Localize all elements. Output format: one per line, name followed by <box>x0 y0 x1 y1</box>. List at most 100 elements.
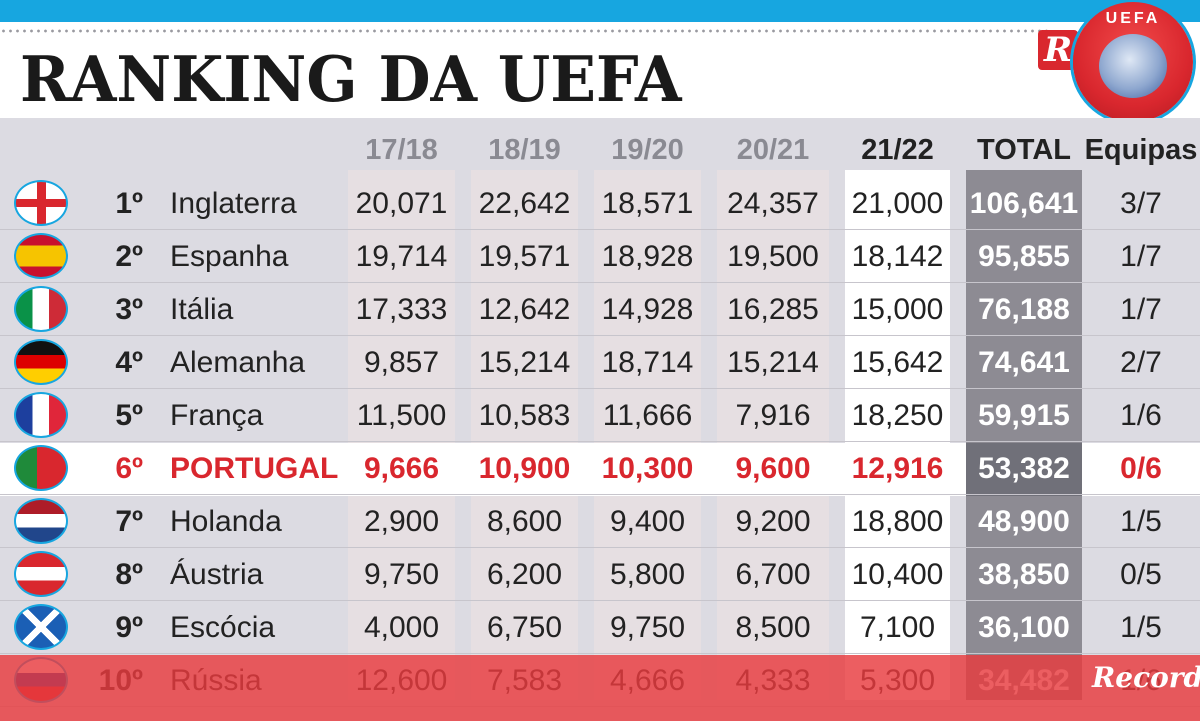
portugal-flag-icon <box>14 445 68 491</box>
column-band <box>348 170 455 700</box>
season-points-cell: 11,666 <box>602 399 693 432</box>
red-overlay-strip <box>0 655 1200 721</box>
total-cell: 38,850 <box>978 558 1070 591</box>
teams-cell: 1/7 <box>1120 293 1162 326</box>
season-points-cell: 12,916 <box>851 452 944 485</box>
season-points-cell: 17,333 <box>355 293 448 326</box>
season-points-cell: 6,200 <box>486 558 563 591</box>
table-row: 2º Espanha 19,714 19,571 18,928 19,500 18,142 9… <box>0 230 1200 283</box>
country-cell: Itália <box>170 293 234 326</box>
season-points-cell: 4,000 <box>363 611 440 644</box>
rank-cell: 9º <box>115 611 143 644</box>
table-row: 3º Itália 17,333 12,642 14,928 16,285 15,000 76… <box>0 283 1200 336</box>
page-title: RANKING DA UEFA <box>20 43 682 117</box>
column-band <box>845 170 950 700</box>
country-cell: Escócia <box>170 611 276 644</box>
rank-cell: 8º <box>115 558 143 591</box>
teams-cell: 0/5 <box>1120 558 1162 591</box>
season-points-cell: 21,000 <box>851 187 944 220</box>
season-points-cell: 9,750 <box>609 611 686 644</box>
teams-cell: 3/7 <box>1120 187 1162 220</box>
season-points-cell: 12,642 <box>478 293 571 326</box>
uefa-logo: UEFA <box>1073 2 1193 122</box>
total-cell: 76,188 <box>978 293 1070 326</box>
season-points-cell: 9,200 <box>735 505 811 538</box>
record-logo: Record <box>1092 661 1200 694</box>
teams-cell: 2/7 <box>1120 346 1162 379</box>
row-divider <box>0 441 1200 442</box>
season-points-cell: 18,928 <box>601 240 694 273</box>
season-points-cell: 18,714 <box>601 346 694 379</box>
row-divider <box>0 600 1200 601</box>
row-divider <box>0 494 1200 495</box>
total-cell: 106,641 <box>969 187 1079 220</box>
header-2122: 21/22 <box>861 134 934 166</box>
country-cell: Inglaterra <box>170 187 297 220</box>
season-points-cell: 14,928 <box>601 293 694 326</box>
row-divider <box>0 388 1200 389</box>
rank-cell: 7º <box>115 505 143 538</box>
rank-cell: 5º <box>115 399 143 432</box>
season-points-cell: 15,000 <box>851 293 944 326</box>
table-row: 9º Escócia 4,000 6,750 9,750 8,500 7,100 36,100… <box>0 601 1200 654</box>
season-points-cell: 2,900 <box>363 505 440 538</box>
column-band <box>594 170 701 700</box>
season-points-cell: 6,750 <box>486 611 563 644</box>
row-divider <box>0 229 1200 230</box>
season-points-cell: 7,100 <box>859 611 936 644</box>
season-points-cell: 5,800 <box>609 558 686 591</box>
table-row: 8º Áustria 9,750 6,200 5,800 6,700 10,400 38,85… <box>0 548 1200 601</box>
italy-flag-icon <box>14 286 68 332</box>
season-points-cell: 19,500 <box>727 240 819 273</box>
season-points-cell: 9,400 <box>609 505 686 538</box>
country-cell: Espanha <box>170 240 289 273</box>
column-band <box>471 170 578 700</box>
season-points-cell: 10,900 <box>478 452 571 485</box>
season-points-cell: 20,071 <box>355 187 448 220</box>
scotland-flag-icon <box>14 604 68 650</box>
season-points-cell: 16,285 <box>727 293 819 326</box>
rank-cell: 1º <box>115 187 143 220</box>
rank-cell: 6º <box>115 452 143 485</box>
season-points-cell: 8,600 <box>486 505 563 538</box>
portugal-total-highlight <box>966 443 1082 496</box>
column-band <box>717 170 829 700</box>
season-points-cell: 10,300 <box>601 452 694 485</box>
header-1819: 18/19 <box>488 134 561 166</box>
season-points-cell: 15,642 <box>851 346 944 379</box>
table-row: 5º França 11,500 10,583 11,666 7,916 18,250 59,… <box>0 389 1200 442</box>
season-points-cell: 10,400 <box>851 558 944 591</box>
row-divider <box>0 335 1200 336</box>
header-1920: 19/20 <box>611 134 684 166</box>
france-flag-icon <box>14 392 68 438</box>
total-cell: 95,855 <box>978 240 1070 273</box>
season-points-cell: 8,500 <box>735 611 811 644</box>
season-points-cell: 18,142 <box>851 240 944 273</box>
total-cell: 53,382 <box>978 452 1070 485</box>
teams-cell: 1/7 <box>1120 240 1162 273</box>
header-2021: 20/21 <box>736 134 810 166</box>
total-cell: 36,100 <box>978 611 1070 644</box>
dotted-rule <box>0 28 1050 34</box>
season-points-cell: 9,857 <box>363 346 440 379</box>
season-points-cell: 7,916 <box>735 399 811 432</box>
row-divider <box>0 547 1200 548</box>
season-points-cell: 11,500 <box>356 399 447 432</box>
teams-cell: 0/6 <box>1120 452 1162 485</box>
rank-cell: 4º <box>115 346 143 379</box>
uefa-logo-label: UEFA <box>1105 10 1161 27</box>
row-divider <box>0 282 1200 283</box>
country-cell: França <box>170 399 264 432</box>
header-equipas: Equipas <box>1084 134 1198 166</box>
season-points-cell: 9,750 <box>363 558 440 591</box>
season-points-cell: 18,571 <box>601 187 694 220</box>
row-divider <box>0 653 1200 654</box>
rank-cell: 3º <box>115 293 143 326</box>
record-r-logo: R <box>1038 30 1078 70</box>
table-row: 7º Holanda 2,900 8,600 9,400 9,200 18,800 48,90… <box>0 495 1200 548</box>
total-cell: 48,900 <box>978 505 1070 538</box>
season-points-cell: 9,600 <box>735 452 811 485</box>
table-row: 4º Alemanha 9,857 15,214 18,714 15,214 15,642 7… <box>0 336 1200 389</box>
country-cell: PORTUGAL <box>170 452 339 485</box>
spain-flag-icon <box>14 233 68 279</box>
